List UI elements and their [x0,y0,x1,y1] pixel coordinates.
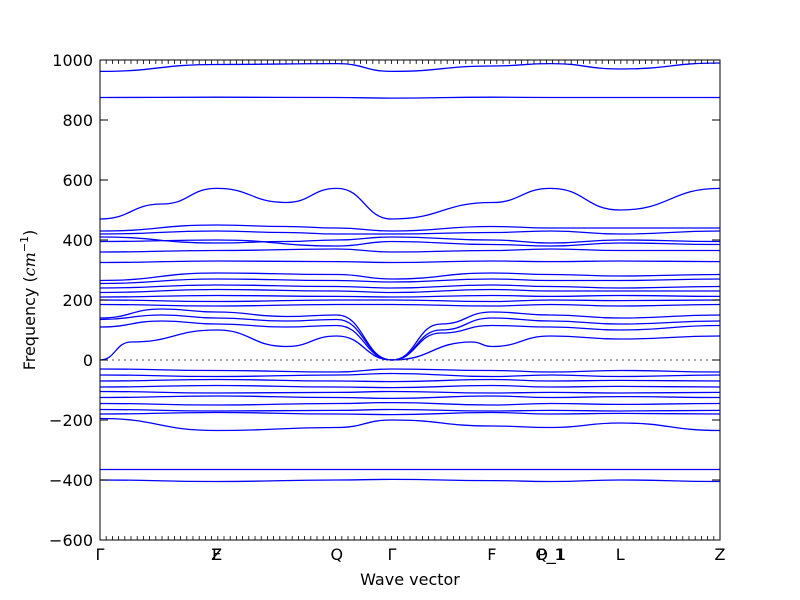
x-path-label: L [616,545,625,564]
y-tick-label: −200 [49,411,93,430]
band-line-3 [99,187,721,220]
y-axis-label-prefix: Frequency ( [20,276,39,370]
band-lines [99,62,721,483]
y-tick-label: 1000 [52,51,93,70]
x-path-label: Z [211,545,222,564]
band-line-30 [99,417,721,432]
band-line-5 [99,230,721,235]
x-axis-path-labels: Γ ZF Q Γ F P_1Q_1 L Z [96,545,726,565]
band-line-6 [99,236,721,244]
band-line-24 [99,384,721,389]
band-line-26 [99,395,721,400]
band-line-9 [99,260,721,264]
band-line-7 [99,239,721,247]
band-line-27 [99,401,721,406]
x-axis-label: Wave vector [360,570,460,589]
y-tick-label: −600 [49,531,93,550]
band-line-14 [99,294,721,298]
band-line-12 [99,284,721,289]
band-line-1 [99,62,721,73]
x-path-label: P_1 [537,545,565,565]
y-axis-label-unit: cm [20,252,39,276]
band-line-4 [99,224,720,232]
band-line-11 [99,278,721,285]
band-line-28 [99,408,721,412]
band-line-25 [99,390,721,394]
band-line-32 [99,478,721,483]
x-path-label: Γ [96,545,105,564]
y-tick-label: 0 [83,351,93,370]
y-tick-label: 800 [62,111,93,130]
x-path-label: Z [715,545,726,564]
x-minor-ticks [99,60,721,540]
y-axis-label: Frequency (cm−1) [18,230,39,371]
band-line-21 [99,368,721,373]
x-path-label: Q_1 [535,545,566,565]
band-line-8 [99,248,720,253]
y-tick-label: −400 [49,471,93,490]
y-axis-label-suffix: ) [20,230,39,236]
band-line-29 [99,411,721,416]
band-line-22 [99,372,721,378]
band-line-13 [99,288,720,294]
x-path-label: Q [331,545,344,564]
band-line-23 [99,378,721,383]
y-tick-label: 400 [62,231,93,250]
y-axis-label-exponent: −1 [18,236,31,252]
x-path-label: Γ [388,545,397,564]
band-line-10 [99,272,721,282]
band-line-16 [99,303,721,307]
band-line-15 [99,299,721,303]
band-line-20 [99,329,721,361]
plot-frame [99,59,721,541]
y-tick-label: 600 [62,171,93,190]
y-axis-ticks: −600 −400 −200 0 200 400 600 800 1000 [49,51,720,550]
y-tick-label: 200 [62,291,93,310]
x-path-label: F [487,545,496,564]
x-path-label: F [212,545,221,564]
band-line-2 [99,96,720,99]
